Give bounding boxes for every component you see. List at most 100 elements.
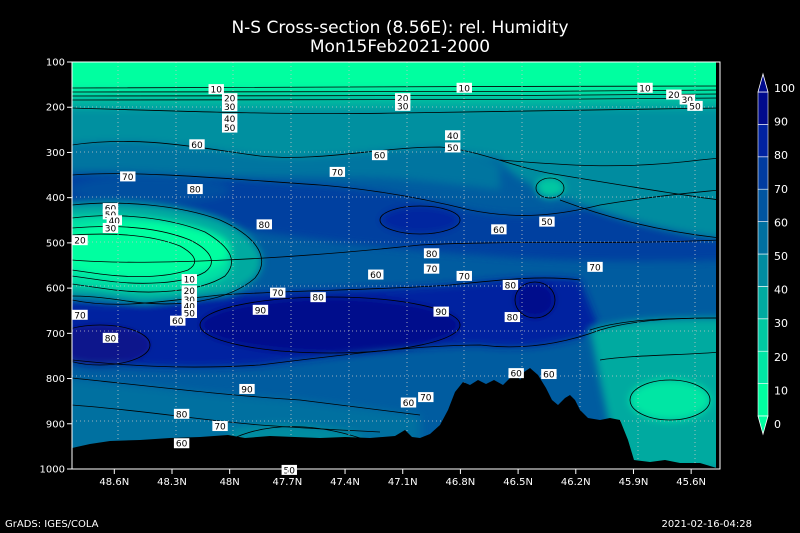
contour-label-box	[181, 285, 197, 296]
contour-label-box	[395, 93, 411, 104]
contour-label-box	[395, 100, 411, 111]
field-patch-low-moist-core-3	[515, 282, 555, 318]
y-tick-label: 100	[46, 58, 65, 69]
contour-label: 20	[397, 95, 409, 105]
contour-label: 70	[272, 289, 284, 299]
x-tick-label: 46.8N	[446, 477, 476, 488]
x-tick-label: 48.6N	[99, 477, 129, 488]
contour-label: 50	[447, 144, 459, 154]
y-axis: 100 200 300 400 500 600 700 800 900 1000	[40, 58, 72, 476]
contour-label-box	[504, 312, 521, 323]
contour-label-box	[102, 332, 119, 343]
colorbar-segment	[757, 156, 769, 190]
colorbar-segment	[757, 318, 769, 352]
contour-label-box	[687, 100, 703, 111]
contour-label: 80	[259, 221, 271, 231]
colorbar-label: 0	[774, 418, 781, 431]
contour-label-box	[221, 113, 238, 124]
contour-label-box	[208, 84, 224, 95]
field-patch-top-dry	[72, 62, 720, 90]
contour-label: 20	[74, 237, 86, 247]
grid-lines	[72, 62, 720, 469]
plot-area	[72, 62, 720, 469]
contour-label: 80	[312, 294, 324, 304]
right-edge-band	[716, 62, 720, 469]
contour-label-box	[371, 150, 388, 161]
contour-label: 40	[447, 132, 459, 142]
x-tick-label: 45.9N	[619, 477, 649, 488]
x-tick-label: 47.4N	[330, 477, 360, 488]
x-tick-label: 47.7N	[272, 477, 302, 488]
colorbar-max-arrow	[757, 72, 769, 93]
x-tick-label: 48.3N	[157, 477, 187, 488]
contour-label-box	[423, 263, 440, 274]
contour-label-box	[187, 184, 203, 195]
contour-label: 70	[214, 423, 226, 433]
x-tick-label: 47.1N	[388, 477, 418, 488]
contour-label-box	[221, 101, 238, 112]
contour-label-box	[508, 368, 524, 379]
contour-label: 70	[122, 173, 134, 183]
contour-label-box	[252, 304, 269, 315]
contour-label: 30	[105, 224, 117, 234]
contour-label: 80	[189, 186, 201, 196]
colorbar-segment	[757, 286, 769, 320]
field-patch-upper-mid-dark	[72, 141, 500, 190]
contour-label: 10	[184, 276, 196, 286]
contour-label-box	[256, 219, 272, 230]
contour-label-box	[281, 464, 297, 475]
contour-label-box	[72, 309, 88, 320]
field-patch-east-dry-core	[630, 380, 710, 420]
contour-label: 60	[510, 370, 522, 380]
y-tick-label: 600	[46, 284, 65, 295]
contour-label-box	[221, 122, 238, 133]
contour-label: 60	[370, 271, 382, 281]
contour-label-box	[102, 203, 119, 214]
contour-label-box	[368, 269, 384, 280]
y-tick-label: 900	[46, 419, 65, 430]
colorbar-label: 80	[774, 149, 788, 162]
colorbar-label: 60	[774, 216, 788, 229]
contour-label-box	[541, 369, 557, 380]
contour-label: 30	[184, 296, 196, 306]
colorbar-label: 50	[774, 250, 788, 263]
chart-subtitle: Mon15Feb2021-2000	[309, 37, 491, 57]
contour-label: 90	[241, 385, 253, 395]
y-tick-label: 800	[46, 374, 65, 385]
x-axis: 48.6N 48.3N 48N 47.7N 47.4N 47.1N 46.8N 46.5N 46…	[99, 469, 706, 488]
field-patch-dry-tongue-core	[72, 222, 230, 278]
contour-label-box	[221, 93, 238, 104]
chart-title: N-S Cross-section (8.56E): rel. Humidity	[231, 18, 569, 38]
contour-label: 60	[172, 317, 184, 327]
contour-label: 60	[374, 152, 386, 162]
contour-label-box	[173, 408, 190, 419]
contour-label: 40	[224, 115, 236, 125]
colorbar-segment	[757, 383, 769, 417]
contour-label-box	[102, 222, 119, 233]
x-tick-label: 46.2N	[561, 477, 591, 488]
y-tick-label: 500	[46, 238, 65, 249]
contour-label: 40	[109, 217, 121, 227]
contour-label: 50	[541, 218, 553, 228]
field-patch-low-moist-core-2	[72, 325, 150, 365]
contour-label: 50	[184, 309, 196, 319]
colorbar-label: 100	[774, 82, 795, 95]
y-tick-label: 400	[46, 193, 65, 204]
colorbar-label: 40	[774, 284, 788, 297]
colorbar-segment	[757, 91, 769, 125]
colorbar-label: 10	[774, 384, 788, 397]
contour-label: 80	[176, 410, 188, 420]
colorbar: 0 10 20 30 40 50 60 70 80 90 100	[757, 72, 795, 436]
contour-label: 20	[224, 95, 236, 105]
contour-label: 10	[639, 84, 651, 94]
colorbar-label: 90	[774, 116, 788, 129]
footer-timestamp: 2021-02-16-04:28	[661, 519, 752, 530]
colorbar-segment	[757, 188, 769, 222]
contour-label-box	[666, 89, 682, 100]
contour-label-box	[637, 82, 653, 93]
colorbar-label: 30	[774, 317, 788, 330]
contour-label-box	[189, 139, 205, 150]
contour-label-box	[400, 397, 417, 408]
